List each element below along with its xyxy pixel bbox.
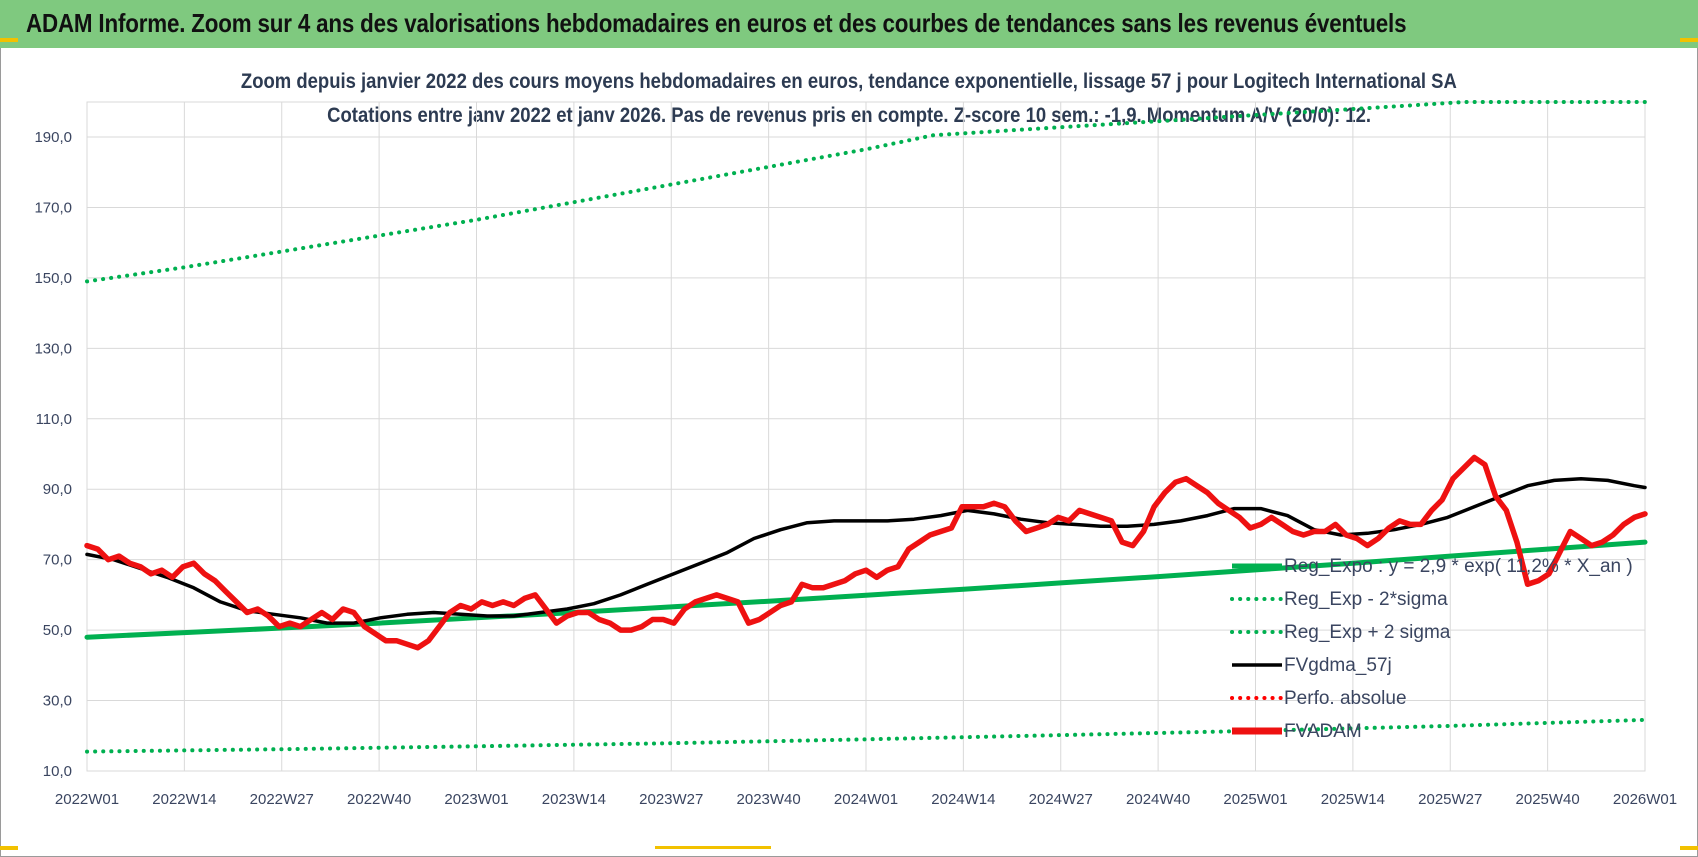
x-tick-label: 2022W01 — [55, 791, 119, 808]
x-tick-label: 2024W01 — [834, 791, 898, 808]
x-tick-label: 2024W27 — [1029, 791, 1093, 808]
x-tick-label: 2023W40 — [737, 791, 801, 808]
y-tick-label: 150,0 — [34, 270, 72, 287]
x-tick-label: 2023W27 — [639, 791, 703, 808]
series-line — [85, 476, 1647, 625]
x-tick-label: 2025W40 — [1516, 791, 1580, 808]
y-tick-label: 10,0 — [43, 763, 72, 780]
chart-title: Zoom depuis janvier 2022 des cours moyen… — [241, 70, 1457, 93]
x-tick-label: 2025W14 — [1321, 791, 1385, 808]
legend-label: FVADAM — [1284, 721, 1362, 742]
corner-marker — [0, 38, 18, 42]
chart-subtitle: Cotations entre janv 2022 et janv 2026. … — [327, 104, 1371, 127]
y-tick-label: 30,0 — [43, 693, 72, 710]
legend-label: FVgdma_57j — [1284, 655, 1392, 676]
series-line — [84, 454, 1648, 651]
x-tick-label: 2026W01 — [1613, 791, 1677, 808]
y-tick-label: 70,0 — [43, 552, 72, 569]
y-tick-label: 110,0 — [36, 411, 72, 428]
corner-marker — [0, 846, 18, 850]
x-tick-label: 2024W14 — [931, 791, 995, 808]
x-tick-label: 2025W01 — [1223, 791, 1287, 808]
x-tick-label: 2023W14 — [542, 791, 606, 808]
x-tick-label: 2025W27 — [1418, 791, 1482, 808]
x-tick-label: 2024W40 — [1126, 791, 1190, 808]
x-tick-label: 2022W27 — [250, 791, 314, 808]
x-tick-label: 2023W01 — [444, 791, 508, 808]
x-tick-label: 2022W14 — [152, 791, 216, 808]
y-tick-label: 170,0 — [34, 199, 72, 216]
banner-title: ADAM Informe. Zoom sur 4 ans des valoris… — [26, 8, 1407, 38]
x-tick-label: 2022W40 — [347, 791, 411, 808]
corner-marker — [1680, 38, 1698, 42]
legend-label: Reg_Exp + 2 sigma — [1284, 622, 1451, 643]
y-tick-label: 50,0 — [43, 622, 72, 639]
series-line — [85, 717, 1647, 754]
legend-label: Perfo. absolue — [1284, 688, 1407, 709]
legend-label: Reg_Exp - 2*sigma — [1284, 589, 1448, 610]
y-tick-label: 90,0 — [43, 481, 72, 498]
series-line — [85, 100, 1647, 284]
corner-marker — [1680, 846, 1698, 850]
title-banner: ADAM Informe. Zoom sur 4 ans des valoris… — [0, 0, 1698, 48]
y-tick-label: 190,0 — [34, 129, 72, 146]
y-tick-label: 130,0 — [34, 340, 72, 357]
corner-marker — [655, 846, 771, 849]
legend-label: Reg_Expo : y = 2,9 * exp( 11,2% * X_an ) — [1284, 556, 1633, 577]
